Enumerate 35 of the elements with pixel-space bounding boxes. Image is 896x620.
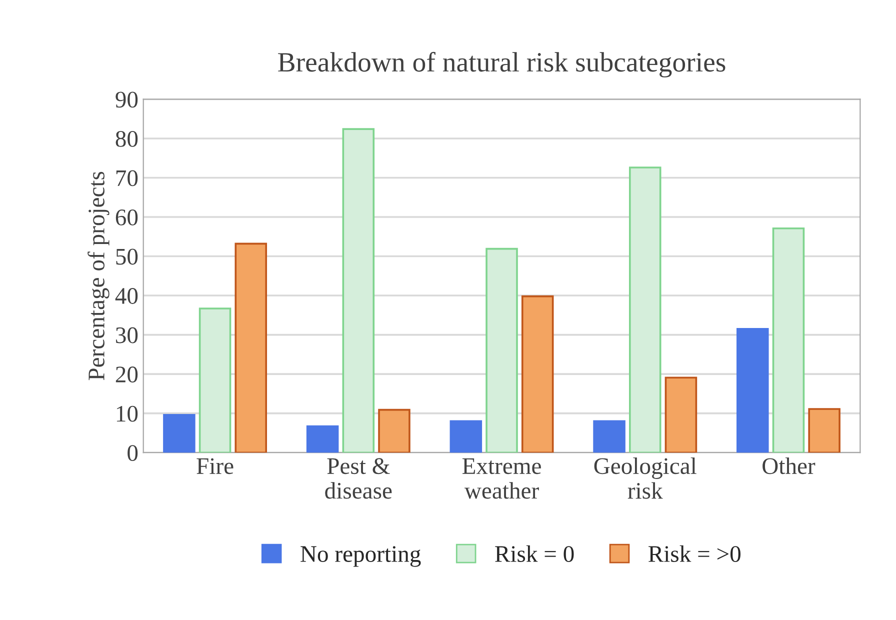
y-tick-label: 40 [115,288,138,304]
bar [521,295,554,453]
legend-label: Risk = 0 [495,545,574,562]
x-tick-label: Geological risk [594,457,696,499]
y-tick-label: 30 [116,327,138,344]
x-tick-label: Extreme weather [462,458,541,499]
bar [628,166,662,453]
y-tick-label: 10 [116,406,138,422]
y-tick-label: 50 [116,248,138,265]
bar [664,376,698,453]
legend-label: Risk = >0 [648,545,740,562]
bar [163,414,196,453]
y-tick-label: 0 [128,445,138,462]
bar [772,227,805,453]
x-tick-label: Other [762,457,816,474]
y-axis-title: Percentage of projects [88,172,110,380]
bar [234,242,268,453]
bar [198,308,232,453]
bar [593,420,626,453]
bar [486,248,518,453]
bar [378,408,410,453]
legend-label: No reporting [300,546,421,567]
y-tick-label: 60 [116,209,138,226]
bar [450,420,482,453]
y-tick-label: 80 [116,130,138,147]
y-tick-label: 90 [116,92,138,108]
x-tick-label: Pest & disease [325,458,392,499]
bar [736,328,769,453]
bar [306,425,339,453]
y-tick-label: 70 [116,170,138,186]
x-tick-label: Fire [196,458,234,474]
y-tick-label: 20 [116,366,138,382]
bar [342,128,375,453]
bar [808,408,840,453]
chart-title: Breakdown of natural risk subcategories [278,52,726,78]
